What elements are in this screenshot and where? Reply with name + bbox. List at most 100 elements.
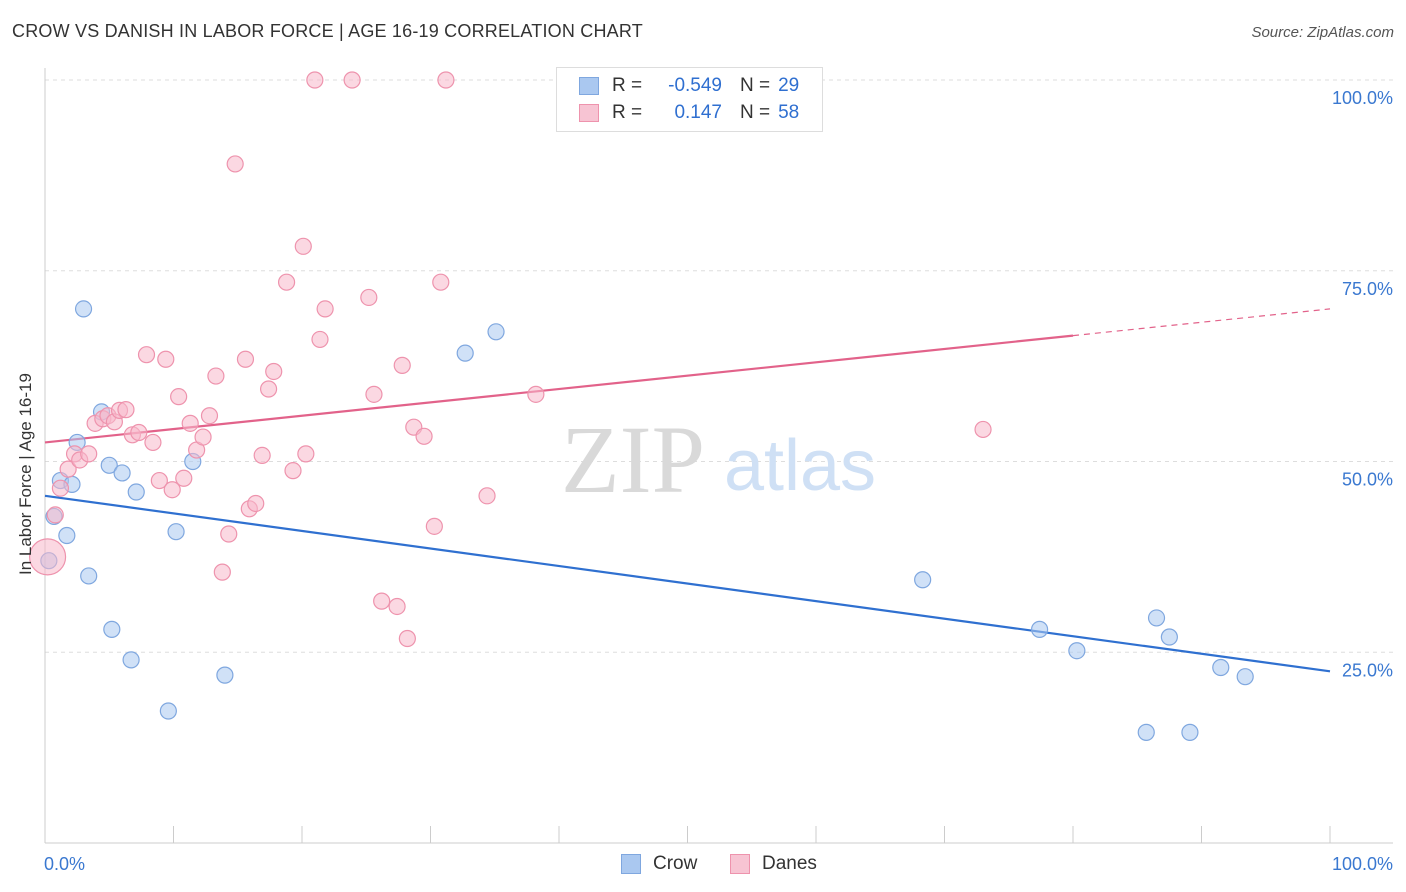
legend-r-value-danes: 0.147 <box>674 102 722 123</box>
correlation-legend: R = -0.549 N = 29 R = 0.147 N = 58 <box>556 67 823 132</box>
danes-point <box>284 462 302 480</box>
danes-point <box>137 346 156 364</box>
crow-point <box>1137 723 1155 741</box>
crow-point <box>74 300 93 318</box>
crow-point <box>914 571 932 589</box>
x-tick-label-min: 0.0% <box>44 854 85 874</box>
danes-point <box>80 445 98 463</box>
danes-point <box>398 629 416 648</box>
crow-point <box>100 456 118 474</box>
trend-line-crow <box>44 494 1331 673</box>
danes-point <box>437 71 455 89</box>
danes-point <box>294 237 312 255</box>
danes-point <box>226 155 244 173</box>
trend-lines <box>44 308 1331 673</box>
y-tick-label: 75.0% <box>1342 279 1393 299</box>
danes-point <box>117 401 135 419</box>
legend-row-crow: R = -0.549 N = 29 <box>579 74 799 98</box>
crow-point <box>1147 609 1166 627</box>
chart-title: CROW VS DANISH IN LABOR FORCE | AGE 16-1… <box>12 21 643 41</box>
danes-point <box>425 517 443 535</box>
crow-point <box>1068 642 1086 660</box>
crow-point <box>167 523 185 541</box>
legend-label-danes: Danes <box>762 853 817 874</box>
danes-point <box>365 385 383 403</box>
crow-point <box>216 666 234 684</box>
danes-point <box>343 71 361 89</box>
watermark-atlas: atlas <box>724 426 876 506</box>
danes-point <box>130 423 148 442</box>
danes-point <box>297 445 315 463</box>
legend-item-crow[interactable]: Crow <box>621 853 697 875</box>
danes-point <box>236 350 255 368</box>
crow-point <box>487 323 505 341</box>
danes-point <box>150 471 168 490</box>
danes-point <box>163 481 181 499</box>
danes-point <box>527 385 545 403</box>
danes-point <box>28 538 67 576</box>
crow-point <box>1212 658 1230 677</box>
danes-point <box>51 479 70 497</box>
danes-point <box>144 433 162 452</box>
trend-line-extension-danes <box>1072 308 1331 337</box>
danes-point <box>360 288 378 307</box>
danes-point <box>213 563 231 581</box>
crow-point <box>122 651 140 669</box>
danes-swatch <box>579 104 599 122</box>
watermark: ZIP atlas <box>561 406 876 513</box>
legend-r-label: R = <box>612 75 643 96</box>
x-tick-label-max: 100.0% <box>1332 854 1393 874</box>
danes-point <box>388 597 406 616</box>
danes-point <box>157 350 175 368</box>
danes-point <box>393 356 411 374</box>
danes-point <box>265 362 283 381</box>
data-points <box>28 71 1254 741</box>
danes-point <box>220 525 238 543</box>
legend-item-danes[interactable]: Danes <box>730 853 817 875</box>
crow-point <box>127 483 145 501</box>
danes-point <box>974 420 992 439</box>
danes-point <box>277 273 296 291</box>
legend-row-danes: R = 0.147 N = 58 <box>579 101 799 125</box>
watermark-zip: ZIP <box>561 406 705 513</box>
series-legend: Crow Danes <box>0 853 1406 877</box>
danes-point <box>59 460 77 478</box>
danes-point <box>311 330 329 349</box>
crow-legend-swatch <box>621 854 641 874</box>
y-axis-label: In Labor Force | Age 16-19 <box>16 373 35 575</box>
danes-point <box>432 273 450 291</box>
source-credit: Source: ZipAtlas.com <box>1251 24 1394 41</box>
legend-n-value-crow: 29 <box>778 75 800 96</box>
y-tick-label: 100.0% <box>1332 88 1393 108</box>
danes-point <box>46 506 64 524</box>
trend-line-danes <box>44 334 1074 444</box>
crow-point <box>58 526 76 545</box>
legend-label-crow: Crow <box>653 853 698 874</box>
y-tick-label: 25.0% <box>1342 660 1393 680</box>
crow-point <box>456 344 474 362</box>
crow-point <box>80 567 98 585</box>
legend-n-value-danes: 58 <box>778 102 800 123</box>
crow-point <box>1160 628 1178 646</box>
danes-point <box>253 446 271 464</box>
tick-labels: 25.0% 50.0% 75.0% 100.0% 0.0% 100.0% <box>44 88 1393 874</box>
crow-point <box>1236 668 1254 686</box>
crow-point <box>1030 620 1049 638</box>
danes-point <box>175 469 193 487</box>
danes-point <box>373 592 391 610</box>
crow-point <box>103 620 121 638</box>
danes-point <box>207 367 225 385</box>
danes-point <box>415 427 433 445</box>
danes-point <box>306 71 324 89</box>
danes-point <box>316 300 334 318</box>
crow-point <box>159 702 177 720</box>
legend-n-label: N = <box>740 102 771 123</box>
danes-point <box>247 494 265 513</box>
legend-r-label: R = <box>612 102 643 123</box>
danes-point <box>478 487 496 505</box>
crow-point <box>113 464 131 482</box>
legend-r-value-crow: -0.549 <box>668 75 722 96</box>
danes-point <box>170 388 188 406</box>
crow-swatch <box>579 77 599 95</box>
